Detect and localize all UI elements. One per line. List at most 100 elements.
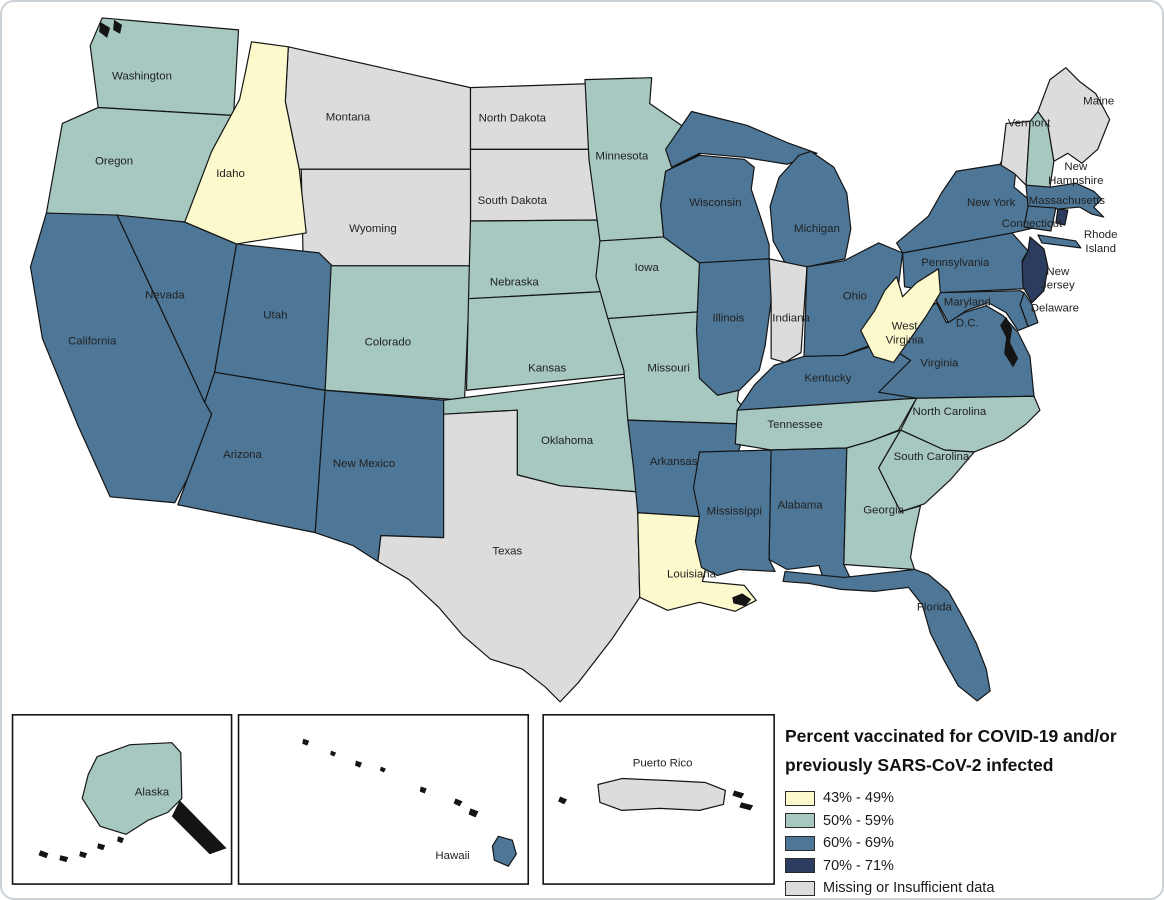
state-new-mexico xyxy=(314,389,445,563)
state-new-york xyxy=(895,146,1049,254)
state-illinois xyxy=(695,258,772,396)
state-label-mi: Michigan xyxy=(794,223,840,235)
state-new-york-long-island xyxy=(1037,234,1082,249)
state-label-tx: Texas xyxy=(492,546,522,558)
state-label-sc: South Carolina xyxy=(894,451,970,463)
state-label-in: Indiana xyxy=(772,313,810,325)
legend-title-line-2: previously SARS-CoV-2 infected xyxy=(785,755,1054,775)
state-label-nc: North Carolina xyxy=(912,406,986,418)
state-label-va: Virginia xyxy=(920,357,959,369)
state-label-ny: New York xyxy=(967,197,1016,209)
hawaii-small-islands xyxy=(302,738,479,818)
state-label-ri: Rhode Island xyxy=(1084,229,1118,255)
louisiana-delta-texture xyxy=(732,593,752,607)
state-label-ak: Alaska xyxy=(135,786,170,798)
state-michigan-upper-peninsula xyxy=(665,110,818,168)
legend-label-50-59: 50% - 59% xyxy=(823,812,894,829)
state-wyoming xyxy=(300,168,472,267)
legend-label-43-49: 43% - 49% xyxy=(823,790,894,807)
legend-swatch-70-71 xyxy=(785,858,815,874)
territory-puerto-rico xyxy=(597,777,726,811)
state-michigan xyxy=(769,150,852,268)
state-label-ok: Oklahoma xyxy=(541,435,594,447)
legend-item-43-49: 43% - 49% xyxy=(785,787,1157,810)
legend-title: Percent vaccinated for COVID-19 and/or p… xyxy=(785,722,1157,780)
state-label-wi: Wisconsin xyxy=(689,197,741,209)
legend-title-line-1: Percent vaccinated for COVID-19 and/or xyxy=(785,726,1117,746)
legend: Percent vaccinated for COVID-19 and/or p… xyxy=(785,722,1157,898)
state-label-ca: California xyxy=(68,335,117,347)
state-label-co: Colorado xyxy=(365,336,411,348)
state-idaho xyxy=(184,41,307,245)
chesapeake-bay-texture xyxy=(1000,316,1019,368)
state-alaska xyxy=(81,742,183,835)
state-label-mn: Minnesota xyxy=(595,150,648,162)
state-label-ky: Kentucky xyxy=(804,372,851,384)
state-label-ga: Georgia xyxy=(863,505,904,517)
state-georgia xyxy=(843,429,922,571)
state-south-carolina xyxy=(878,429,975,513)
state-label-pa: Pennsylvania xyxy=(921,257,990,269)
hawaii-inset-box xyxy=(237,714,530,885)
state-wisconsin xyxy=(660,154,770,264)
state-label-id: Idaho xyxy=(216,168,245,180)
state-label-mo: Missouri xyxy=(647,362,690,374)
state-rhode-island xyxy=(1055,208,1069,226)
state-alabama xyxy=(768,447,852,581)
state-label-il: Illinois xyxy=(712,313,744,325)
state-label-al: Alabama xyxy=(777,500,823,512)
state-label-nh: New Hampshire xyxy=(1048,161,1103,187)
state-label-ma: Massachusetts xyxy=(1029,195,1106,207)
state-label-ar: Arkansas xyxy=(650,456,698,468)
state-florida xyxy=(782,568,991,702)
inset-alaska xyxy=(11,714,233,885)
state-label-dc: D.C. xyxy=(956,318,979,330)
inset-puerto-rico xyxy=(542,714,775,885)
state-washington xyxy=(89,17,240,117)
state-maryland xyxy=(935,290,1029,332)
inset-hawaii xyxy=(237,714,530,885)
legend-swatch-60-69 xyxy=(785,835,815,851)
state-label-ks: Kansas xyxy=(528,362,566,374)
state-label-wv: West Virginia xyxy=(886,321,925,347)
state-west-virginia xyxy=(860,268,941,363)
legend-swatch-43-49 xyxy=(785,790,815,806)
state-indiana xyxy=(768,258,808,363)
state-label-oh: Ohio xyxy=(843,291,867,303)
state-texas xyxy=(377,409,641,703)
alaska-panhandle xyxy=(171,800,227,855)
state-label-sd: South Dakota xyxy=(478,195,548,207)
legend-swatch-missing xyxy=(785,880,815,896)
puerto-rico-inset-box xyxy=(542,714,775,885)
puget-sound-coast-texture xyxy=(99,19,123,38)
aleutian-islands xyxy=(38,836,125,863)
legend-label-60-69: 60% - 69% xyxy=(823,835,894,852)
legend-item-60-69: 60% - 69% xyxy=(785,832,1157,855)
state-label-vt: Vermont xyxy=(1008,117,1051,129)
state-maine xyxy=(1037,67,1111,164)
puerto-rico-small-islands xyxy=(558,790,754,811)
state-label-ct: Connecticut xyxy=(1002,218,1063,230)
state-label-wy: Wyoming xyxy=(349,223,397,235)
state-label-nd: North Dakota xyxy=(479,112,547,124)
legend-item-missing: Missing or Insufficient data xyxy=(785,877,1157,898)
state-label-me: Maine xyxy=(1083,96,1114,108)
state-label-or: Oregon xyxy=(95,155,133,167)
state-label-mt: Montana xyxy=(326,111,371,123)
state-label-nm: New Mexico xyxy=(333,458,395,470)
legend-swatch-50-59 xyxy=(785,813,815,829)
state-label-la: Louisiana xyxy=(667,568,717,580)
state-label-nj: New Jersey xyxy=(1041,266,1075,292)
state-vermont xyxy=(1000,120,1031,186)
state-label-wa: Washington xyxy=(112,71,172,83)
state-colorado xyxy=(324,265,472,401)
legend-item-70-71: 70% - 71% xyxy=(785,855,1157,878)
state-montana xyxy=(284,46,472,170)
state-connecticut xyxy=(1023,205,1057,232)
state-label-ms: Mississippi xyxy=(707,506,762,518)
state-new-jersey xyxy=(1021,236,1049,304)
state-label-pr: Puerto Rico xyxy=(633,758,693,770)
state-label-az: Arizona xyxy=(223,449,262,461)
